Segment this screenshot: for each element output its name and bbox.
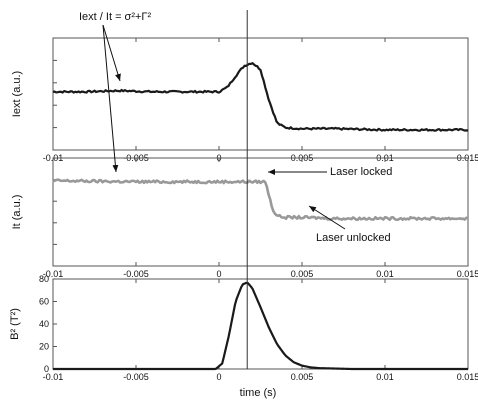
y-tick-label: 20: [39, 342, 49, 352]
x-tick-label: 0.01: [376, 372, 394, 382]
y-axis-label: It (a.u.): [11, 195, 23, 230]
y-axis-label: B² (T²): [9, 308, 21, 340]
x-ticks: -0.01 -0.005 0 0.005 0.01 0.015: [43, 279, 478, 382]
plot-frame: [52, 37, 469, 151]
ratio-arrow-1: [102, 24, 121, 82]
x-tick-label: -0.01: [43, 269, 64, 279]
laser-locked-annotation: Laser locked: [330, 166, 392, 178]
y-tick-label: 60: [39, 297, 49, 307]
series-group: [53, 281, 468, 371]
x-tick-label: 0.015: [457, 269, 478, 279]
x-tick-label: 0.015: [457, 372, 478, 382]
x-tick-label: -0.01: [43, 372, 64, 382]
x-tick-label: 0: [216, 269, 221, 279]
x-tick-label: 0.005: [291, 269, 314, 279]
series-line: [52, 178, 469, 222]
series-group: [52, 178, 469, 222]
y-tick-label: 80: [39, 274, 49, 284]
y-ticks: 0 20 40 60 80: [39, 274, 57, 374]
series-line: [52, 62, 469, 132]
plot-frame: [52, 278, 469, 370]
laser-unlocked-annotation: Laser unlocked: [316, 232, 391, 244]
series-group: [52, 62, 469, 132]
ratio-annotation: Iext / It = σ²+Γ²: [79, 11, 151, 23]
x-axis-label: time (s): [240, 387, 277, 399]
panel-it: It (a.u.) -0.01 -0.005 0 0.005 0.01 0.015: [11, 157, 478, 279]
x-tick-label: -0.005: [123, 269, 149, 279]
ratio-arrow-2: [102, 24, 119, 173]
series-line: [53, 281, 468, 371]
y-tick-label: 40: [39, 319, 49, 329]
plot-frame: [52, 157, 469, 267]
x-tick-label: 0: [216, 372, 221, 382]
x-tick-label: 0.005: [291, 372, 314, 382]
panel-b2: B² (T²) -0.01 -0.005 0 0.005 0.01 0.015 0 20 40…: [9, 274, 478, 399]
y-tick-label: 0: [44, 364, 49, 374]
y-axis-label: Iext (a.u.): [11, 71, 23, 117]
x-tick-label: 0.01: [376, 269, 394, 279]
laser-unlocked-arrow: [308, 205, 346, 230]
x-tick-label: -0.005: [123, 372, 149, 382]
x-ticks: -0.01 -0.005 0 0.005 0.01 0.015: [43, 158, 478, 279]
